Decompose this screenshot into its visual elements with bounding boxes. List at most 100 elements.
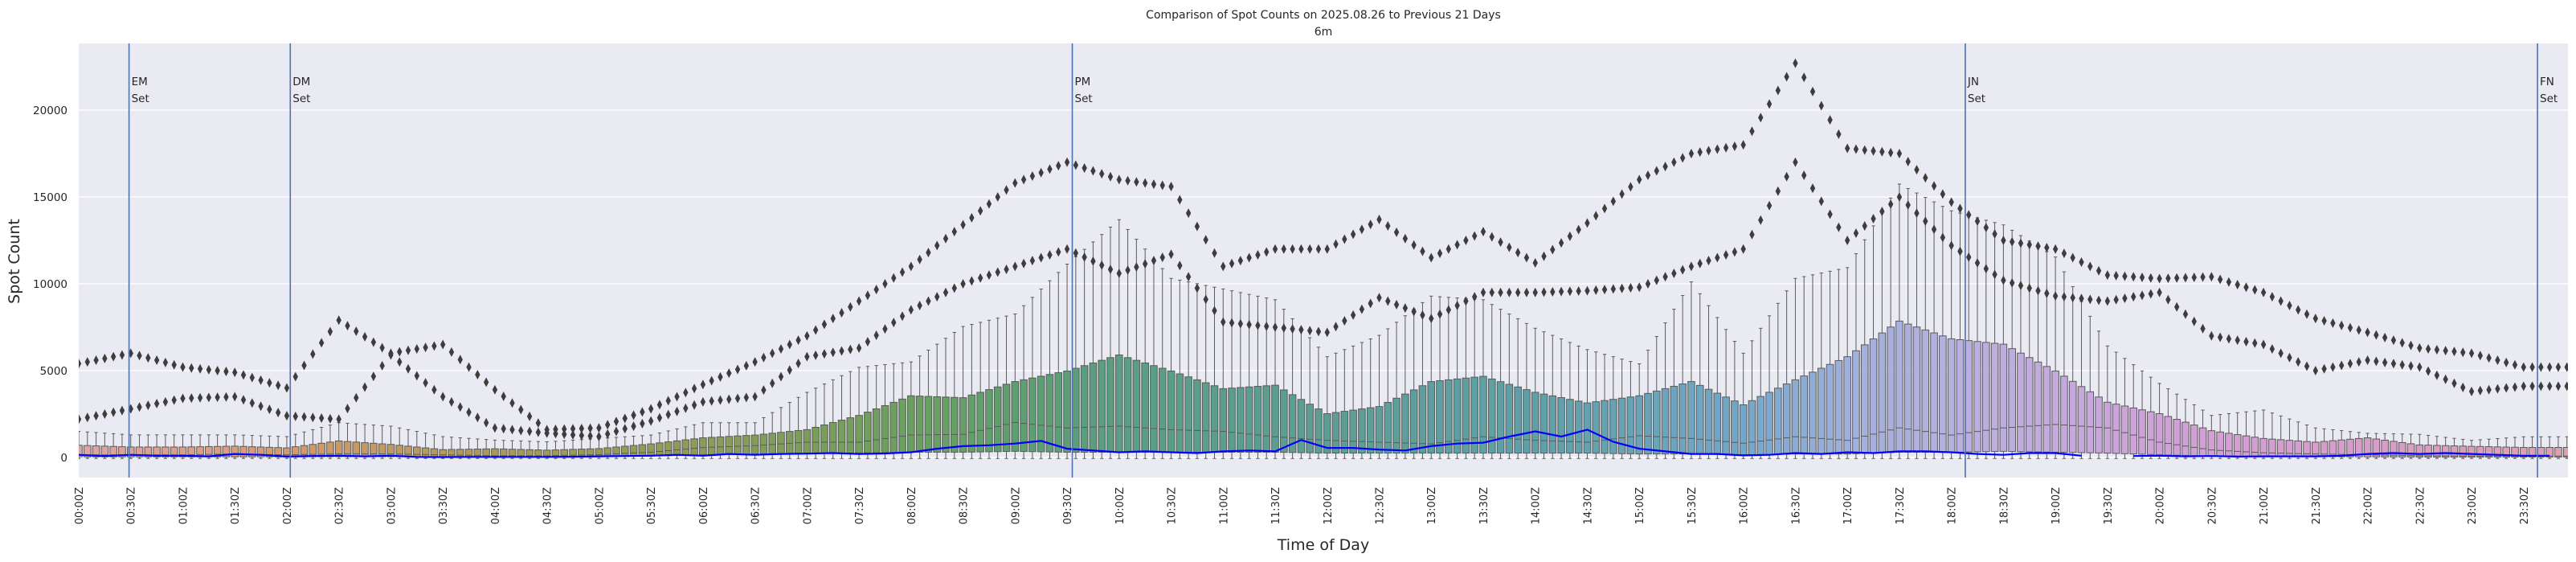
- outlier-point: [2182, 273, 2189, 283]
- outlier-point: [1966, 210, 1972, 220]
- box: [413, 431, 421, 459]
- outlier-point: [1688, 148, 1695, 158]
- outlier-point: [1914, 165, 1920, 175]
- outlier-point: [2408, 361, 2414, 371]
- outlier-point: [137, 402, 142, 412]
- outlier-point: [2001, 275, 2006, 285]
- outlier-point: [2296, 357, 2301, 367]
- outlier-point: [354, 392, 359, 403]
- box-iqr: [2233, 434, 2242, 457]
- box-iqr: [681, 439, 690, 456]
- box-iqr: [1973, 341, 1981, 453]
- x-tick-labels: 00:00Z 00:30Z 01:00Z 01:30Z 02:00Z 02:30Z 03:0…: [74, 487, 2531, 524]
- outlier-point: [1723, 249, 1729, 260]
- outlier-point: [258, 401, 264, 412]
- box-iqr: [1678, 384, 1687, 455]
- outlier-point: [2425, 343, 2431, 354]
- box-iqr: [2077, 386, 2086, 453]
- outlier-point: [795, 358, 801, 368]
- outlier-point: [1212, 248, 1217, 258]
- box-iqr: [2303, 441, 2311, 457]
- box: [92, 432, 100, 459]
- box-iqr: [464, 449, 473, 457]
- outlier-point: [2330, 362, 2336, 372]
- outlier-point: [2468, 386, 2475, 396]
- outlier-point: [1420, 246, 1425, 256]
- outlier-point: [153, 398, 160, 408]
- outlier-point: [2365, 355, 2370, 365]
- outlier-point: [631, 410, 636, 420]
- outlier-point: [752, 392, 758, 402]
- outlier-point: [1429, 314, 1434, 324]
- marker-label: JN: [1967, 76, 1979, 88]
- box: [205, 434, 213, 459]
- outlier-point: [942, 287, 949, 297]
- outlier-point: [2052, 244, 2059, 254]
- outlier-point: [1498, 287, 1503, 297]
- outlier-point: [579, 430, 585, 441]
- box: [759, 416, 768, 459]
- outlier-point: [969, 212, 975, 223]
- box: [578, 439, 586, 459]
- outlier-point: [1429, 252, 1434, 263]
- box-iqr: [1384, 401, 1392, 454]
- box-iqr: [2251, 437, 2259, 457]
- box-iqr: [430, 448, 439, 457]
- box: [370, 425, 378, 459]
- outlier-point: [648, 404, 654, 414]
- outlier-point: [1740, 244, 1746, 254]
- box: [2042, 251, 2051, 459]
- outlier-point: [1871, 213, 1876, 224]
- outlier-point: [1281, 323, 1287, 334]
- box: [1626, 361, 1635, 459]
- box: [950, 331, 959, 459]
- box-iqr: [2294, 440, 2303, 457]
- outlier-point: [1306, 326, 1313, 336]
- box: [1409, 309, 1418, 459]
- outlier-point: [795, 335, 801, 346]
- outlier-point: [2148, 273, 2154, 283]
- outlier-point: [1515, 248, 1521, 258]
- x-tick-label: 07:30Z: [854, 487, 866, 524]
- outlier-point: [2356, 325, 2361, 335]
- box-iqr: [1505, 384, 1514, 454]
- x-tick-label: 06:00Z: [698, 487, 710, 524]
- outlier-point: [1159, 252, 1165, 263]
- box-iqr: [231, 445, 239, 457]
- outlier-point: [327, 413, 333, 424]
- box-iqr: [2164, 416, 2173, 456]
- box-iqr: [291, 446, 300, 457]
- box-iqr: [612, 446, 620, 457]
- outlier-point: [102, 353, 108, 363]
- box-iqr: [2562, 447, 2568, 458]
- box-iqr: [1635, 395, 1644, 455]
- outlier-point: [2356, 357, 2361, 367]
- box-iqr: [1201, 382, 1210, 453]
- box-iqr: [1887, 326, 1895, 453]
- box: [1601, 354, 1609, 459]
- outlier-point: [1099, 260, 1105, 270]
- outlier-point: [2390, 335, 2397, 346]
- outlier-point: [197, 363, 203, 374]
- box-iqr: [933, 396, 942, 453]
- outlier-point: [2312, 365, 2319, 375]
- box-iqr: [2528, 447, 2537, 458]
- outlier-point: [1957, 246, 1963, 256]
- box-iqr: [1912, 326, 1921, 453]
- box-iqr: [1800, 375, 1809, 455]
- outlier-point: [2087, 261, 2093, 272]
- box: [1990, 222, 1999, 459]
- box-iqr: [2545, 447, 2554, 458]
- box-iqr: [386, 444, 395, 457]
- outlier-point: [2200, 272, 2206, 282]
- box-iqr: [1323, 413, 1331, 454]
- box: [1366, 338, 1375, 459]
- x-tick-label: 09:30Z: [1062, 487, 1074, 524]
- outlier-point: [778, 343, 784, 354]
- outlier-point: [1948, 240, 1954, 251]
- box-iqr: [2242, 435, 2251, 457]
- box-iqr: [699, 437, 707, 456]
- y-tick-label: 5000: [40, 365, 67, 378]
- outlier-point: [1056, 161, 1061, 171]
